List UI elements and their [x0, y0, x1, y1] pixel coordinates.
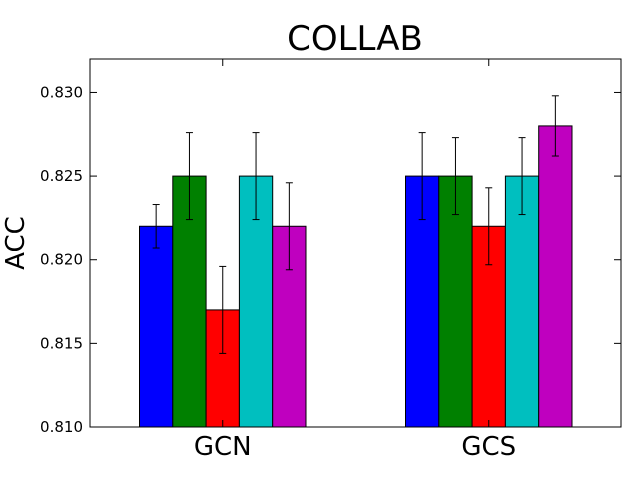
axes-layer — [89, 58, 622, 428]
y-tick-label: 0.810 — [40, 418, 83, 436]
ticks-layer: 0.810 0.815 0.820 0.825 0.830 GCN GCS — [40, 59, 621, 462]
plot-frame — [89, 58, 622, 428]
y-axis-label: ACC — [1, 216, 31, 270]
y-tick-label: 0.815 — [40, 334, 83, 352]
bar-gcs-5 — [538, 125, 573, 428]
y-tick-label: 0.820 — [40, 251, 83, 269]
x-tick-label-gcn: GCN — [194, 432, 252, 462]
y-tick-label: 0.825 — [40, 167, 83, 185]
bar-gcn-1 — [139, 225, 174, 428]
chart-title: COLLAB — [287, 19, 423, 59]
bars-layer — [139, 125, 573, 428]
y-tick-label: 0.830 — [40, 83, 83, 101]
x-tick-label-gcs: GCS — [461, 432, 516, 462]
error-bars-layer — [152, 95, 559, 354]
